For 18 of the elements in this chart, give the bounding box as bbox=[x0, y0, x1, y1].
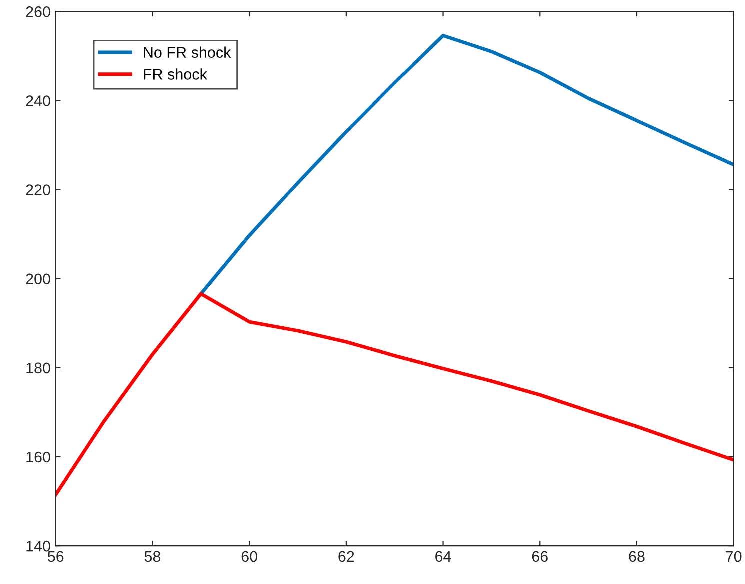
x-tick-label: 58 bbox=[144, 551, 161, 562]
x-tick-label: 70 bbox=[726, 551, 742, 562]
legend-label: No FR shock bbox=[144, 46, 232, 58]
x-tick-label: 68 bbox=[629, 551, 645, 562]
x-tick-label: 60 bbox=[242, 551, 258, 562]
y-tick-label: 260 bbox=[26, 6, 50, 18]
y-tick-label: 240 bbox=[26, 96, 50, 106]
x-tick-label: 66 bbox=[532, 551, 548, 562]
x-tick-label: 64 bbox=[436, 551, 452, 562]
y-tick-label: 160 bbox=[26, 452, 50, 463]
y-tick-label: 200 bbox=[26, 274, 50, 285]
y-tick-label: 220 bbox=[26, 184, 50, 196]
y-tick-label: 180 bbox=[26, 362, 50, 374]
legend-label: FR shock bbox=[144, 68, 208, 80]
x-tick-label: 62 bbox=[338, 551, 354, 562]
line-series bbox=[56, 292, 734, 497]
x-tick-label: 56 bbox=[48, 551, 64, 562]
y-tick-label: 140 bbox=[26, 540, 50, 552]
